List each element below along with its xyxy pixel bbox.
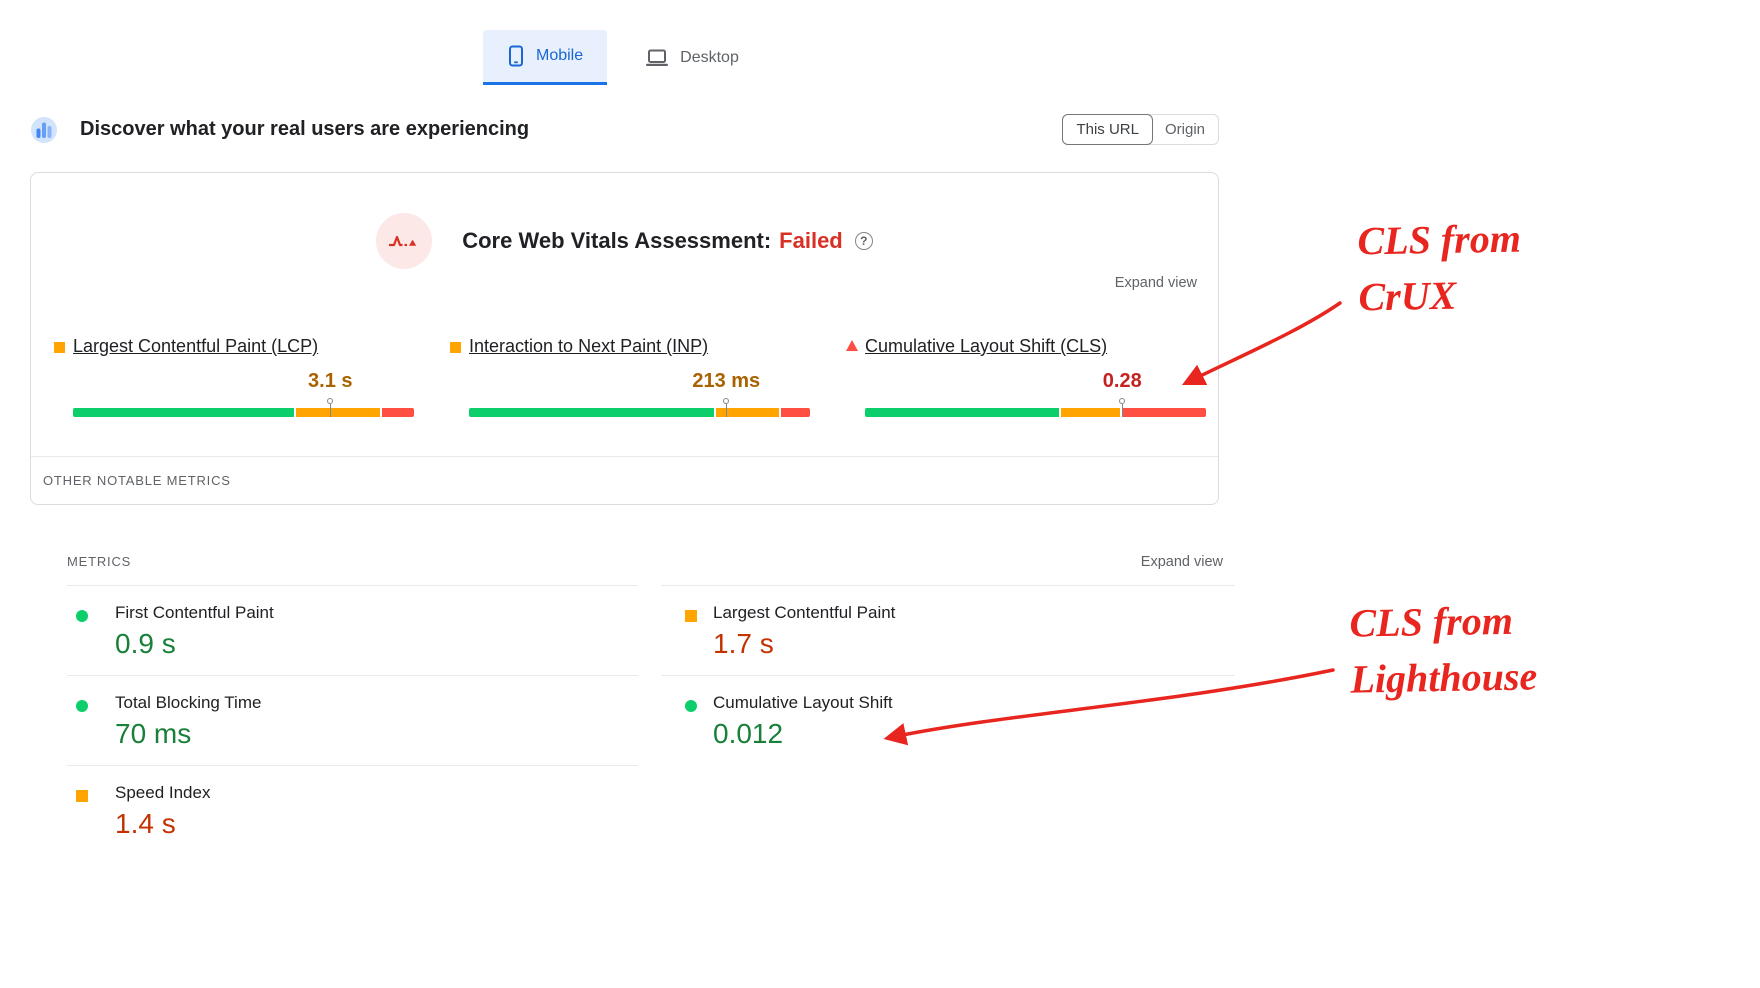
annotation-crux-line2: CrUX	[1358, 272, 1457, 320]
card-divider	[31, 456, 1218, 457]
inp-distribution-bar	[469, 398, 812, 417]
lab-metric-lcp: Largest Contentful Paint 1.7 s	[661, 585, 1235, 675]
cls-bar-ni-segment	[1060, 408, 1121, 417]
lcp-rating-square-icon	[54, 342, 65, 353]
field-data-title: Discover what your real users are experi…	[80, 118, 530, 140]
lcp-p75-marker	[327, 398, 334, 417]
fcp-value: 0.9 s	[115, 628, 176, 659]
inp-value: 213 ms	[692, 370, 761, 392]
core-web-vitals-card: Core Web Vitals Assessment: Failed Expan…	[30, 172, 1219, 505]
lcp-distribution-bar	[73, 398, 416, 417]
annotation-lighthouse-line2: Lighthouse	[1350, 653, 1538, 702]
inp-bar-poor-segment	[781, 408, 810, 417]
fcp-rating-circle-icon	[76, 610, 88, 622]
tbt-rating-circle-icon	[76, 700, 88, 712]
help-icon[interactable]	[854, 232, 873, 250]
desktop-laptop-icon	[645, 48, 669, 68]
field-data-header: Discover what your real users are experi…	[30, 114, 1219, 145]
tbt-value: 70 ms	[115, 718, 192, 749]
fcp-label: First Contentful Paint	[115, 603, 274, 622]
speed-index-value: 1.4 s	[115, 808, 176, 839]
annotation-cls-from-crux: CLS from CrUX	[1357, 211, 1522, 326]
cwv-assessment-result: Failed	[779, 228, 843, 253]
other-notable-metrics-label: OTHER NOTABLE METRICS	[43, 473, 231, 488]
inp-rating-square-icon	[450, 342, 461, 353]
speed-index-rating-square-icon	[76, 790, 88, 802]
device-tabs: Mobile Desktop	[483, 30, 763, 85]
cls-rating-triangle-icon	[846, 340, 858, 351]
lab-lcp-value: 1.7 s	[713, 628, 774, 659]
cwv-assessment-label: Core Web Vitals Assessment:	[462, 228, 772, 253]
cwv-metric-inp: Interaction to Next Paint (INP) 213 ms	[450, 336, 812, 451]
lab-cls-value: 0.012	[713, 718, 784, 749]
tab-desktop[interactable]: Desktop	[621, 30, 763, 85]
cwv-metric-lcp: Largest Contentful Paint (LCP) 3.1 s	[54, 336, 416, 451]
lab-metric-speed-index: Speed Index 1.4 s	[67, 765, 638, 855]
cls-bar-poor-segment	[1122, 408, 1206, 417]
annotation-cls-from-lighthouse: CLS from Lighthouse	[1349, 592, 1538, 707]
inp-bar-ni-segment	[715, 408, 780, 417]
metrics-section-label: METRICS	[67, 554, 132, 569]
lab-metric-cls: Cumulative Layout Shift 0.012	[661, 675, 1235, 765]
tab-desktop-label: Desktop	[680, 48, 739, 66]
cwv-heartbeat-icon	[376, 213, 433, 269]
inp-p75-marker	[723, 398, 730, 417]
lab-expand-view-link[interactable]: Expand view	[1140, 554, 1223, 570]
inp-bar-good-segment	[469, 408, 714, 417]
cls-distribution-bar	[865, 398, 1208, 417]
lab-metrics-card: METRICS Expand view First Contentful Pai…	[55, 530, 1243, 860]
cwv-metric-cls: Cumulative Layout Shift (CLS) 0.28	[846, 336, 1208, 451]
scope-toggle: This URL Origin	[1062, 114, 1219, 145]
lab-metric-tbt: Total Blocking Time 70 ms	[67, 675, 638, 765]
mobile-phone-icon	[507, 45, 525, 67]
annotation-crux-line1: CLS from	[1357, 215, 1522, 264]
lcp-bar-ni-segment	[295, 408, 380, 417]
inp-metric-link[interactable]: Interaction to Next Paint (INP)	[469, 336, 709, 356]
crux-logo-icon	[30, 116, 58, 144]
cls-bar-good-segment	[865, 408, 1059, 417]
lab-lcp-rating-square-icon	[685, 610, 697, 622]
lab-metric-fcp: First Contentful Paint 0.9 s	[67, 585, 638, 675]
lcp-value: 3.1 s	[308, 370, 353, 392]
lab-lcp-label: Largest Contentful Paint	[713, 603, 896, 622]
tbt-label: Total Blocking Time	[115, 693, 262, 712]
speed-index-label: Speed Index	[115, 783, 211, 802]
cls-metric-link[interactable]: Cumulative Layout Shift (CLS)	[865, 336, 1108, 356]
annotation-lighthouse-line1: CLS from	[1349, 597, 1514, 646]
cwv-assessment-title: Core Web Vitals Assessment: Failed	[462, 228, 873, 254]
lab-cls-rating-circle-icon	[685, 700, 697, 712]
tab-mobile-label: Mobile	[536, 47, 584, 64]
lcp-bar-good-segment	[73, 408, 294, 417]
tab-mobile[interactable]: Mobile	[483, 30, 608, 85]
scope-origin-button[interactable]: Origin	[1164, 121, 1205, 138]
cwv-assessment-header: Core Web Vitals Assessment: Failed	[31, 173, 1218, 269]
cls-p75-marker	[1119, 398, 1126, 417]
lab-metrics-left-column: First Contentful Paint 0.9 s Total Block…	[67, 585, 638, 855]
lab-cls-label: Cumulative Layout Shift	[713, 693, 893, 712]
lab-metrics-right-column: Largest Contentful Paint 1.7 s Cumulativ…	[661, 585, 1235, 765]
cls-value: 0.28	[1102, 370, 1142, 392]
cwv-expand-view-link[interactable]: Expand view	[1114, 275, 1197, 291]
lcp-metric-link[interactable]: Largest Contentful Paint (LCP)	[73, 336, 319, 356]
scope-this-url-button[interactable]: This URL	[1062, 114, 1153, 145]
lcp-bar-poor-segment	[381, 408, 414, 417]
